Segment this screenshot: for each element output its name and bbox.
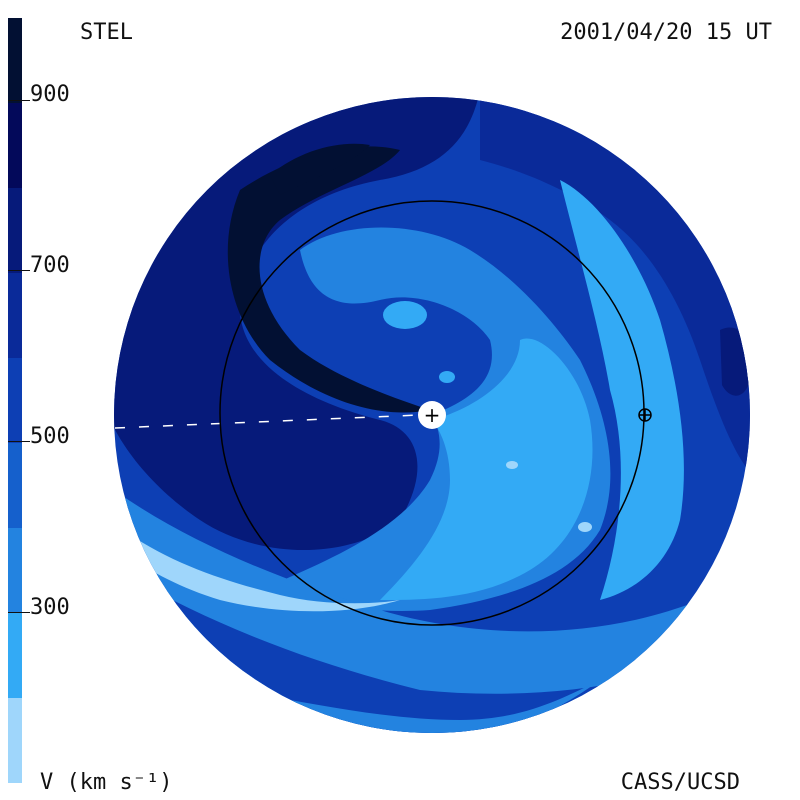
colorbar-segment [8, 443, 22, 528]
region-darkest-band [227, 146, 430, 413]
colorbar-segment [8, 18, 22, 103]
sun-marker [418, 401, 446, 429]
colorbar-segment [8, 528, 22, 613]
colorbar-tick-900 [8, 100, 30, 101]
velocity-colorbar [8, 18, 22, 783]
colorbar-segment [8, 358, 22, 443]
earth-orbit [219, 200, 645, 626]
colorbar-label-300: 300 [30, 595, 70, 620]
sun-marker-symbol: + [424, 403, 441, 427]
region-lighter-center [380, 338, 593, 600]
timestamp-label: 2001/04/20 15 UT [560, 20, 772, 45]
colorbar-label-500: 500 [30, 424, 70, 449]
colorbar-label-700: 700 [30, 253, 70, 278]
region-spot-4 [439, 371, 455, 383]
source-label: STEL [80, 20, 133, 45]
colorbar-label-900: 900 [30, 82, 70, 107]
region-right-dark-spot [720, 327, 750, 396]
colorbar-tick-500 [8, 441, 30, 442]
colorbar-tick-300 [8, 612, 30, 613]
colorbar-segment [8, 613, 22, 698]
region-spot-3 [578, 522, 592, 532]
region-lighter-right [560, 180, 684, 600]
region-darkest-upper [270, 143, 370, 195]
region-spot-1 [383, 301, 427, 329]
colorbar-segment [8, 273, 22, 358]
region-dark-upper-left [114, 97, 480, 550]
units-label: V (km s⁻¹) [40, 770, 173, 795]
colorbar-tick-700 [8, 270, 30, 271]
colorbar-segment [8, 698, 22, 783]
region-spot-2 [506, 461, 518, 469]
comet-streak [114, 414, 421, 429]
colorbar-segment [8, 188, 22, 273]
credit-label: CASS/UCSD [620, 770, 740, 795]
colorbar-segment [8, 103, 22, 188]
region-lightest-band-left [114, 520, 400, 612]
